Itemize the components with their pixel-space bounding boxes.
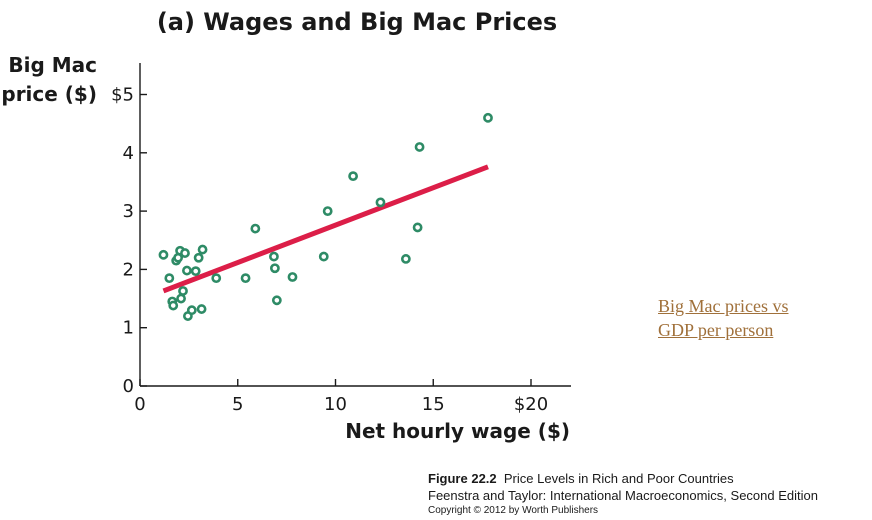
big-mac-gdp-link[interactable]: Big Mac prices vs GDP per person <box>658 294 788 342</box>
data-points <box>158 112 493 321</box>
x-axis-label: Net hourly wage ($) <box>345 419 570 443</box>
y-tick-label: 1 <box>123 318 134 339</box>
data-point <box>322 206 333 216</box>
figure-number: Figure 22.2 <box>428 471 497 486</box>
chart-title: (a) Wages and Big Mac Prices <box>157 8 557 36</box>
trend-line <box>162 164 489 294</box>
data-point <box>186 305 197 316</box>
data-point <box>271 295 282 306</box>
data-point <box>196 304 207 314</box>
data-point <box>240 273 251 284</box>
x-tick-label: 5 <box>232 394 243 415</box>
data-point <box>190 266 201 277</box>
y-tick-label: 3 <box>123 201 134 222</box>
data-point <box>375 197 386 208</box>
data-point <box>318 251 329 262</box>
data-point <box>193 252 204 263</box>
data-point <box>412 222 423 233</box>
data-point <box>269 251 279 262</box>
data-point <box>164 273 175 284</box>
data-point <box>400 254 411 264</box>
y-tick-label: 2 <box>123 259 134 280</box>
y-tick-label: 0 <box>123 376 134 397</box>
caption-title-row: Figure 22.2 Price Levels in Rich and Poo… <box>428 470 818 487</box>
data-point <box>269 263 280 274</box>
data-point <box>287 272 298 282</box>
caption-source: Feenstra and Taylor: International Macro… <box>428 488 818 503</box>
data-point <box>158 249 169 260</box>
link-line1[interactable]: Big Mac prices vs <box>658 296 789 316</box>
caption-copyright: Copyright © 2012 by Worth Publishers <box>428 505 599 516</box>
figure-title: Price Levels in Rich and Poor Countries <box>503 471 734 486</box>
x-tick-label: 0 <box>134 394 145 415</box>
x-tick-label: $20 <box>514 394 548 415</box>
data-point <box>182 265 192 276</box>
data-point <box>250 223 261 234</box>
data-point <box>180 248 190 258</box>
y-axis-label-line1: Big Mac <box>8 53 97 77</box>
data-point <box>483 112 493 123</box>
data-point <box>176 293 186 304</box>
data-point <box>178 286 188 296</box>
y-axis-label-line2: price ($) <box>1 82 97 106</box>
data-point <box>348 171 358 182</box>
axis-ticks: 0 5 10 15 $20 0 1 2 3 4 $5 <box>111 85 548 416</box>
figure-caption: Figure 22.2 Price Levels in Rich and Poo… <box>428 470 818 518</box>
data-point <box>211 273 222 284</box>
x-tick-label: 15 <box>422 394 445 415</box>
data-point <box>168 300 179 311</box>
data-point <box>197 244 208 255</box>
data-point <box>414 142 425 152</box>
y-tick-label: 4 <box>123 143 134 164</box>
link-line2[interactable]: GDP per person <box>658 320 774 340</box>
y-tick-label: $5 <box>111 85 134 106</box>
x-tick-label: 10 <box>324 394 347 415</box>
